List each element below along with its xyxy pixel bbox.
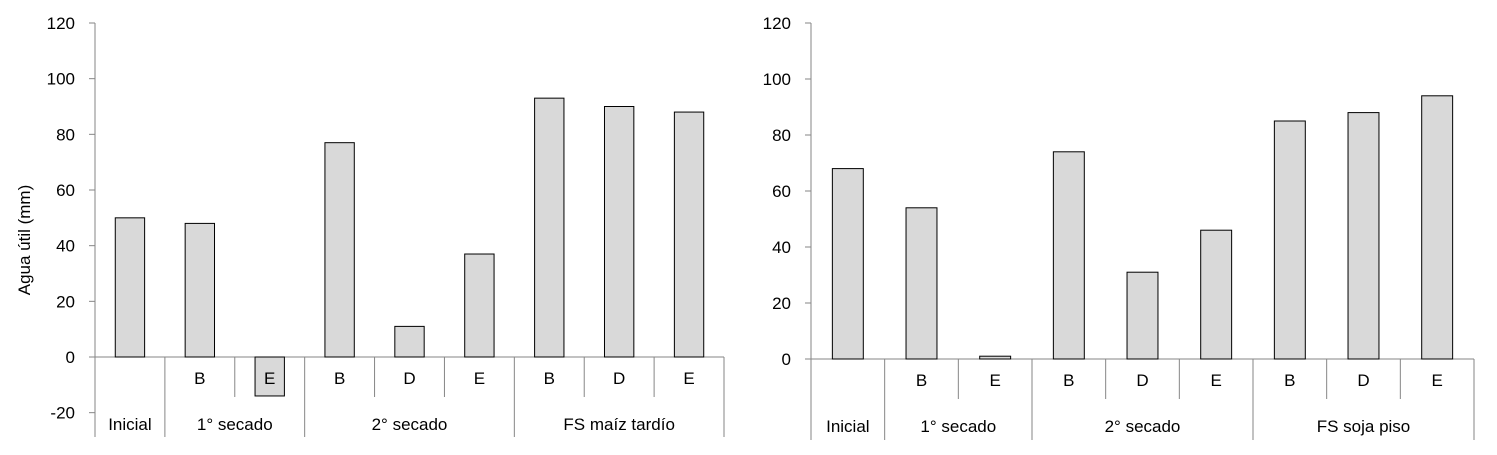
x-sub-label: B: [916, 371, 927, 390]
x-sub-label: B: [334, 369, 345, 388]
x-group-label: 2° secado: [372, 415, 448, 434]
y-tick-label: 40: [56, 237, 75, 256]
bar-1° secado-B: [184, 222, 216, 358]
x-group-label: FS soja piso: [1317, 417, 1411, 436]
y-tick-label: 40: [772, 238, 791, 257]
bar-FS maíz tardío-B: [534, 97, 565, 358]
bar-2° secado-B: [324, 142, 355, 358]
x-group-label: FS maíz tardío: [563, 415, 674, 434]
bar-1° secado-E: [254, 356, 285, 397]
x-sub-label: D: [1357, 371, 1369, 390]
y-axis-label: Agua útil (mm): [15, 185, 34, 296]
y-tick-label: 100: [763, 70, 791, 89]
bar-Inicial: [831, 168, 864, 360]
x-sub-label: B: [544, 369, 555, 388]
y-tick-label: 120: [763, 14, 791, 33]
x-sub-label: E: [1210, 371, 1221, 390]
x-sub-label: B: [194, 369, 205, 388]
bar-2° secado-D: [394, 325, 425, 358]
bar-Inicial: [114, 217, 146, 358]
bar-FS soja piso-E: [1421, 95, 1454, 360]
x-sub-label: E: [474, 369, 485, 388]
x-group-label: 1° secado: [197, 415, 273, 434]
y-tick-label: 80: [56, 125, 75, 144]
y-tick-label: 60: [56, 181, 75, 200]
bar-2° secado-B: [1052, 151, 1085, 360]
x-sub-label: B: [1284, 371, 1295, 390]
x-sub-label: D: [1136, 371, 1148, 390]
y-tick-label: 120: [47, 14, 75, 33]
x-sub-label: E: [1431, 371, 1442, 390]
x-sub-label: B: [1063, 371, 1074, 390]
y-tick-label: 0: [782, 350, 791, 369]
x-sub-label: E: [989, 371, 1000, 390]
y-tick-label: 20: [56, 292, 75, 311]
bar-2° secado-E: [1200, 229, 1233, 360]
y-tick-label: -20: [50, 404, 75, 423]
bar-FS soja piso-D: [1347, 112, 1380, 360]
x-group-label: 2° secado: [1105, 417, 1181, 436]
y-tick-label: 20: [772, 294, 791, 313]
chart-panel-2: 0 20 40 60 80 100 120 B E B D E B D E Inicial 1° secado 2…: [763, 14, 1475, 440]
x-group-label: Inicial: [108, 415, 151, 434]
y-tick-label: 60: [772, 182, 791, 201]
x-sub-label: D: [403, 369, 415, 388]
x-sub-label: D: [613, 369, 625, 388]
bar-FS maíz tardío-D: [603, 106, 635, 358]
x-group-label: Inicial: [826, 417, 869, 436]
y-tick-label: 100: [47, 70, 75, 89]
bar-FS soja piso-B: [1273, 120, 1306, 360]
y-tick-label: 80: [772, 126, 791, 145]
x-sub-label: E: [683, 369, 694, 388]
bar-1° secado-E: [979, 355, 1012, 360]
y-tick-label: 0: [66, 348, 75, 367]
bar-1° secado-B: [905, 207, 938, 360]
bar-FS maíz tardío-E: [673, 111, 705, 358]
bar-2° secado-D: [1126, 271, 1159, 360]
x-group-label: 1° secado: [920, 417, 996, 436]
bar-2° secado-E: [464, 253, 495, 358]
x-sub-label: E: [264, 369, 275, 388]
chart-panel-1: -20 0 20 40 60 80 100 120 Agua útil (mm) B E B D E B D E…: [15, 14, 725, 437]
